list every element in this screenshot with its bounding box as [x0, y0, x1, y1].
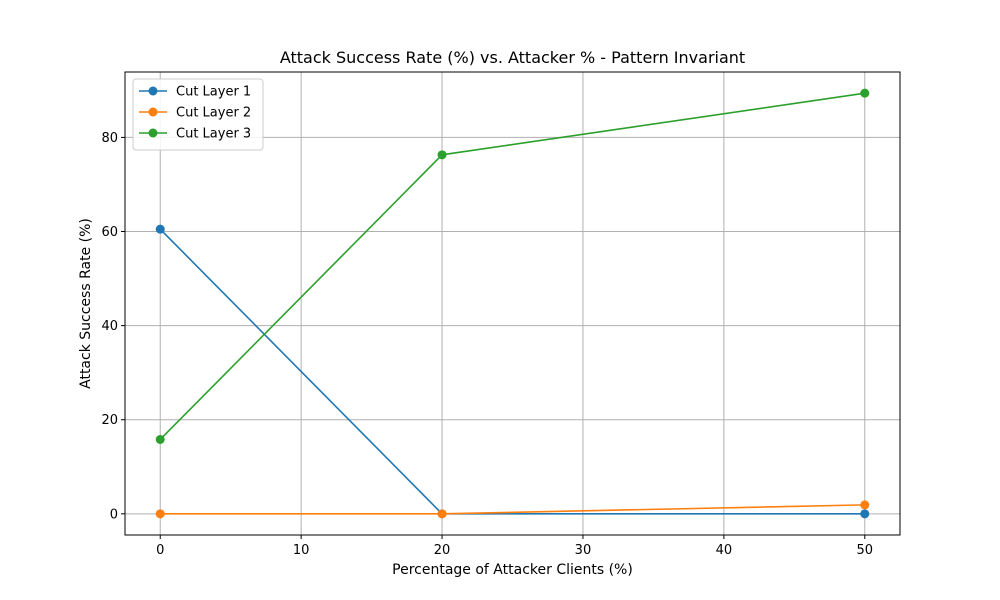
axis-ticks: 0 10 20 30 40 50 0 20 40 60 80 [101, 131, 873, 558]
series-line [160, 504, 865, 515]
legend-label: Cut Layer 2 [176, 106, 251, 121]
data-point [155, 509, 165, 519]
plot-frame [124, 71, 901, 536]
data-point [860, 509, 870, 519]
y-tick-label: 80 [101, 131, 118, 146]
chart-title: Attack Success Rate (%) vs. Attacker % -… [280, 48, 745, 67]
data-point [437, 150, 447, 160]
y-tick-label: 20 [101, 413, 118, 428]
legend-item: Cut Layer 1 [139, 85, 251, 100]
x-tick-label: 40 [716, 543, 733, 558]
x-axis-label: Percentage of Attacker Clients (%) [392, 562, 633, 578]
x-tick-label: 10 [293, 543, 310, 558]
series-line [159, 92, 865, 441]
series-3 [155, 88, 870, 444]
data-point [860, 88, 870, 98]
x-tick-label: 30 [575, 543, 592, 558]
y-tick-label: 40 [101, 319, 118, 334]
data-point [437, 509, 447, 519]
data-point [155, 224, 165, 234]
data-point [155, 434, 165, 444]
series-group [155, 88, 870, 519]
legend-swatch-marker [148, 128, 158, 138]
legend-swatch-marker [148, 107, 158, 117]
legend-swatch-marker [148, 86, 158, 96]
legend-item: Cut Layer 2 [139, 106, 251, 121]
y-axis-label: Attack Success Rate (%) [78, 218, 94, 389]
series-line [159, 228, 865, 515]
series-1 [155, 224, 870, 519]
legend-item: Cut Layer 3 [139, 127, 251, 142]
legend: Cut Layer 1 Cut Layer 2 Cut Layer 3 [132, 78, 264, 151]
x-tick-label: 20 [434, 543, 451, 558]
x-tick-label: 0 [156, 543, 164, 558]
legend-label: Cut Layer 3 [176, 127, 251, 142]
series-2 [155, 500, 870, 519]
data-point [860, 500, 870, 510]
x-tick-label: 50 [856, 543, 873, 558]
y-tick-label: 0 [110, 507, 118, 522]
legend-label: Cut Layer 1 [176, 85, 251, 100]
y-tick-label: 60 [101, 225, 118, 240]
